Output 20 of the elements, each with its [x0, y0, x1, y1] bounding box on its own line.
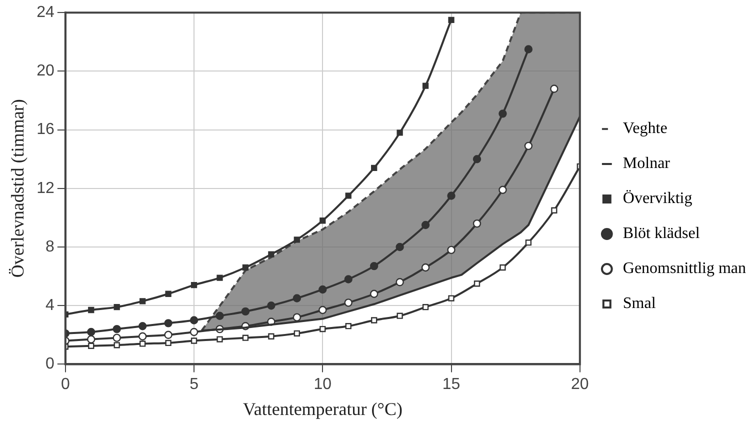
legend-label: Smal [622, 295, 656, 312]
x-tick-label: 0 [60, 376, 70, 394]
x-axis-title: Vattentemperatur (°C) [242, 398, 402, 419]
y-tick-label: 12 [36, 180, 54, 197]
legend-label: Genomsnittlig man [622, 260, 746, 278]
legend-label: Molnar [622, 155, 671, 172]
x-tick-label: 15 [442, 376, 460, 394]
x-tick-label: 10 [314, 376, 332, 394]
y-tick-label: 16 [36, 121, 54, 138]
legend-label: Överviktig [622, 190, 692, 208]
y-tick-label: 0 [45, 356, 54, 373]
y-tick-label: 8 [45, 238, 54, 256]
x-tick-label: 5 [190, 376, 199, 394]
x-tick-label: 20 [571, 376, 589, 394]
legend-label: Blöt klädsel [622, 225, 700, 242]
legend-label: Veghte [622, 120, 668, 138]
y-axis-title: Överlevnadstid (timmar) [8, 99, 28, 278]
y-tick-label: 20 [36, 62, 54, 80]
y-tick-label: 24 [36, 4, 54, 22]
y-tick-label: 4 [45, 297, 54, 314]
